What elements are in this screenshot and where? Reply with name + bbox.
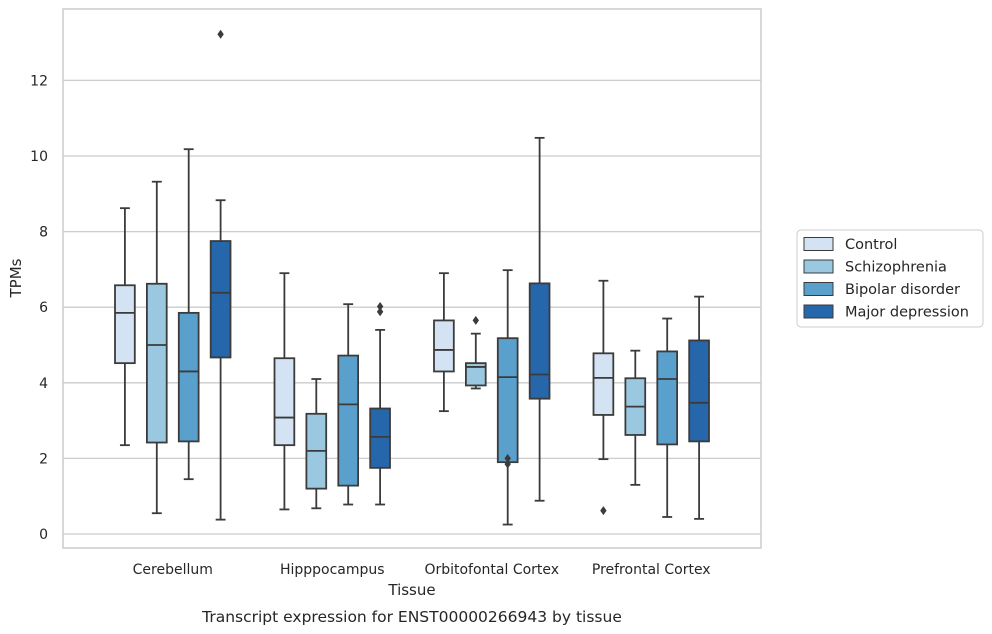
box-body — [114, 284, 136, 365]
box-body — [592, 352, 615, 416]
box-body — [528, 282, 551, 400]
outlier-point — [376, 307, 384, 317]
outlier-point — [600, 506, 607, 516]
outlier-point — [472, 315, 479, 325]
box-control — [433, 272, 455, 413]
x-tick-label: Orbitofontal Cortex — [424, 562, 559, 578]
legend-swatch — [803, 282, 834, 296]
box-control — [273, 272, 296, 511]
box-body — [145, 282, 168, 444]
plot-area — [62, 8, 762, 549]
chart-caption: Transcript expression for ENST0000026694… — [201, 608, 622, 626]
box-major-depression — [528, 136, 551, 502]
box-body — [209, 240, 232, 359]
box-bipolar-disorder — [496, 269, 519, 526]
legend-swatch — [803, 304, 834, 319]
y-tick-label: 12 — [30, 73, 48, 89]
box-control — [114, 207, 136, 447]
box-body — [496, 337, 519, 464]
legend-label: Bipolar disorder — [845, 282, 960, 298]
box-body — [464, 362, 487, 387]
legend: Control Schizophrenia Bipolar disorder Majo… — [796, 229, 984, 328]
y-tick-label: 4 — [39, 376, 48, 392]
y-axis-title: TPMs — [7, 258, 25, 298]
box-schizophrenia — [305, 378, 328, 510]
boxes — [114, 29, 710, 526]
y-tick-label: 0 — [39, 527, 48, 543]
outlier-point — [504, 453, 511, 463]
box-major-depression — [369, 301, 391, 506]
legend-swatch — [803, 259, 834, 274]
y-tick-label: 2 — [39, 451, 48, 467]
box-body — [337, 354, 359, 487]
y-tick-label: 6 — [39, 300, 48, 316]
box-bipolar-disorder — [177, 148, 200, 481]
outlier-point — [504, 459, 511, 469]
box-control — [592, 279, 615, 516]
box-major-depression — [209, 29, 232, 521]
box-body — [656, 350, 678, 446]
box-body — [177, 311, 200, 443]
box-schizophrenia — [464, 315, 487, 390]
x-tick-label: Hipppocampus — [280, 562, 385, 578]
y-tick-labels: 0 2 4 6 8 10 12 — [30, 73, 48, 543]
box-body — [433, 319, 455, 373]
box-major-depression — [688, 295, 710, 520]
x-tick-label: Cerebellum — [133, 562, 213, 578]
box-body — [369, 407, 391, 469]
box-body — [273, 357, 296, 447]
y-tick-label: 8 — [39, 225, 48, 241]
box-schizophrenia — [624, 349, 647, 486]
box-body — [688, 339, 710, 443]
box-bipolar-disorder — [337, 303, 359, 506]
legend-frame — [796, 229, 984, 328]
box-schizophrenia — [145, 180, 168, 515]
legend-swatch — [803, 237, 834, 251]
x-tick-labels: Cerebellum Hipppocampus Orbitofontal Corte… — [133, 562, 711, 578]
outlier-point — [376, 301, 384, 311]
legend-label: Schizophrenia — [845, 260, 947, 276]
y-tick-label: 10 — [30, 149, 48, 165]
legend-label: Major depression — [845, 305, 969, 321]
box-bipolar-disorder — [656, 317, 678, 518]
x-axis-title: Tissue — [387, 581, 435, 599]
outlier-point — [217, 29, 224, 39]
x-tick-label: Prefrontal Cortex — [592, 562, 711, 578]
legend-label: Control — [845, 237, 897, 253]
